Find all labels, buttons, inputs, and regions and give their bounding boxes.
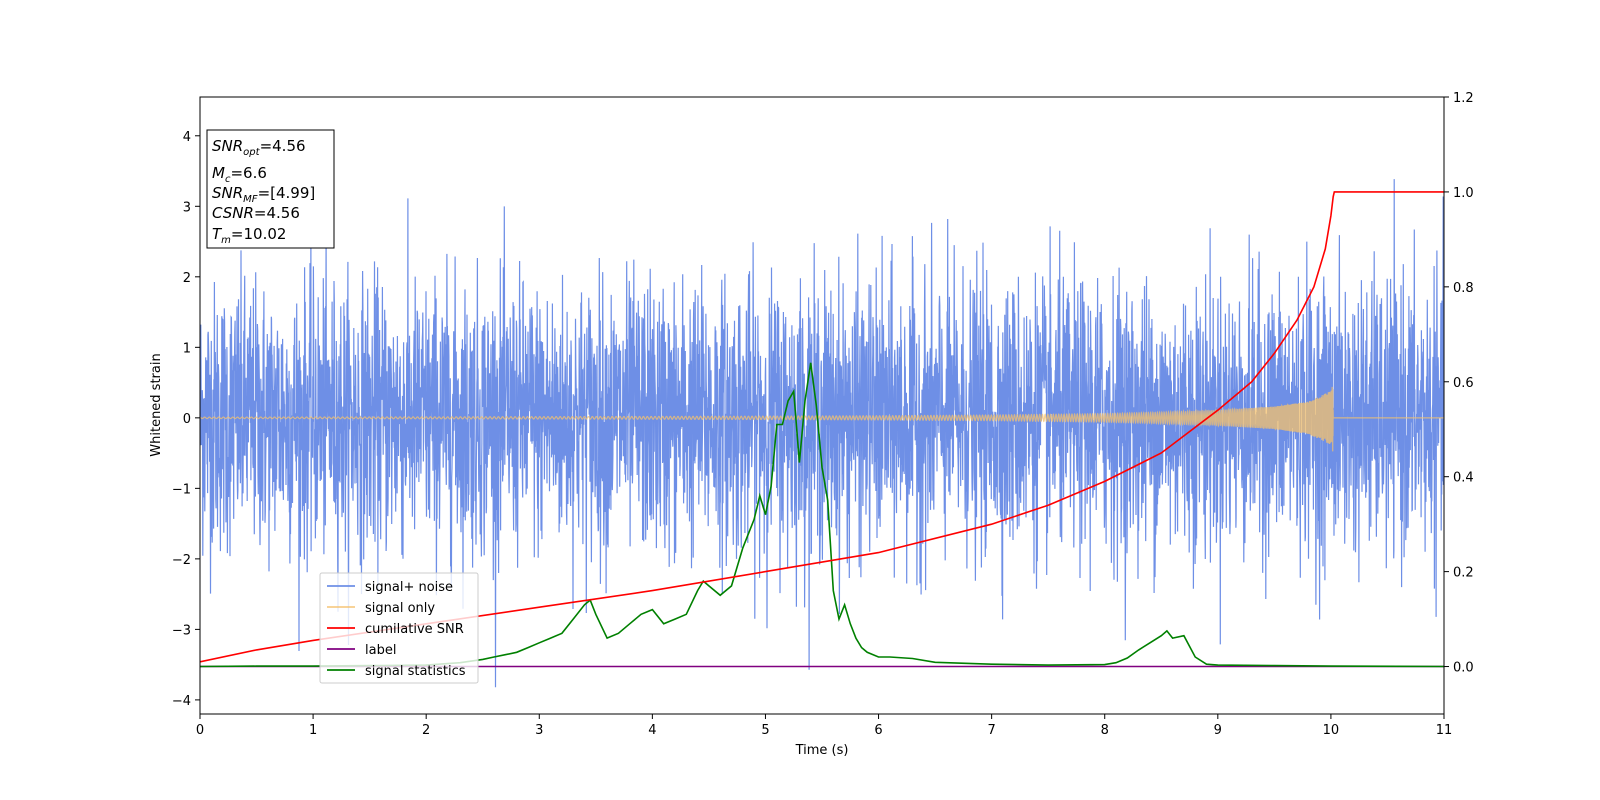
legend-entry: signal only: [365, 601, 435, 616]
y-left-tick-label: −4: [172, 694, 191, 709]
y-right-tick-label: 0.8: [1453, 281, 1474, 296]
y-left-tick-label: 0: [183, 412, 191, 427]
x-tick-label: 0: [196, 723, 204, 738]
info-box-frame: [206, 129, 335, 249]
info-line: Tm=10.02: [212, 225, 286, 246]
legend-entry: label: [365, 643, 396, 658]
series-signal-statistics: [200, 362, 1444, 668]
y-left-tick-label: −2: [172, 553, 191, 568]
x-tick-label: 10: [1323, 723, 1340, 738]
y-left-tick-label: 4: [183, 130, 191, 145]
x-tick-label: 2: [422, 723, 430, 738]
x-tick-label: 5: [761, 723, 769, 738]
y-right-tick-label: 0.0: [1453, 661, 1474, 676]
x-tick-label: 7: [987, 723, 995, 738]
legend-entry: cumilative SNR: [365, 622, 464, 637]
plot-frame: [199, 96, 1445, 715]
y-right-tick-label: 1.0: [1453, 186, 1474, 201]
legend-entry: signal+ noise: [365, 580, 453, 595]
y-right-tick-label: 1.2: [1453, 91, 1474, 106]
y-right-tick-label: 0.6: [1453, 376, 1474, 391]
x-tick-label: 9: [1214, 723, 1222, 738]
x-tick-label: 3: [535, 723, 543, 738]
y-axis-label: Whitened strain: [149, 353, 164, 456]
x-tick-label: 11: [1436, 723, 1453, 738]
y-right-tick-label: 0.4: [1453, 471, 1474, 486]
y-left-tick-label: −1: [172, 482, 191, 497]
series-signal-only: [200, 386, 1444, 452]
ticks-layer: 0 1 2 3 4 5 6 7 8 9 10 11 −4 −3 −2 −1 0 1 2 3 4 0.0 0.2 0.4 0.6 0…: [172, 91, 1474, 738]
y-left-tick-label: 1: [183, 341, 191, 356]
x-tick-label: 4: [648, 723, 656, 738]
legend-frame: [319, 572, 479, 684]
info-line: SNRMF=[4.99]: [212, 184, 315, 205]
x-axis-label: Time (s): [795, 743, 849, 758]
x-tick-label: 8: [1101, 723, 1109, 738]
info-line: SNRopt=4.56: [212, 137, 306, 158]
y-left-tick-label: 3: [183, 200, 191, 215]
x-tick-label: 6: [874, 723, 882, 738]
info-line: CSNR=4.56: [212, 204, 300, 222]
info-line: Mc=6.6: [212, 164, 267, 185]
legend-entry: signal statistics: [365, 664, 466, 679]
y-left-tick-label: 2: [183, 271, 191, 286]
y-left-tick-label: −3: [172, 623, 191, 638]
series-cumulative-snr: [200, 191, 1444, 663]
x-tick-label: 1: [309, 723, 317, 738]
legend: signal+ noise signal only cumilative SNR la…: [319, 572, 479, 684]
y-right-tick-label: 0.2: [1453, 566, 1474, 581]
